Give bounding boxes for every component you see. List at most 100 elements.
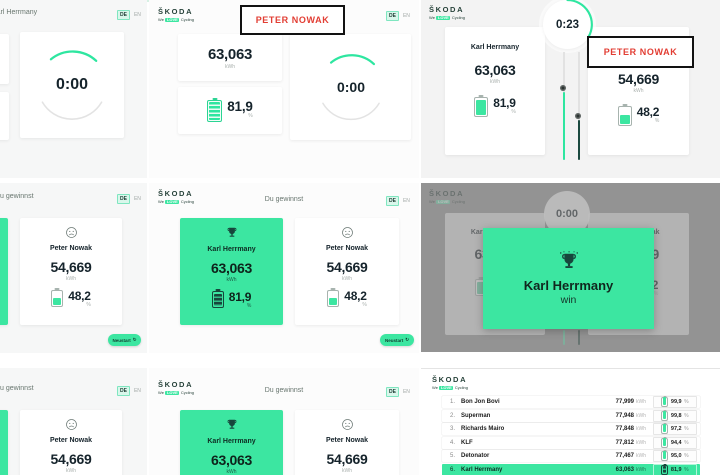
- battery-value: 81,9: [228, 290, 252, 304]
- tag-we: We: [432, 384, 438, 390]
- countdown-dial: 0:00: [33, 46, 111, 124]
- battery-badge: 97,2 %: [653, 423, 697, 435]
- energy-unit: kWh: [226, 469, 237, 475]
- player-name: Detonator: [461, 453, 490, 459]
- progress-trail-peter: [577, 330, 580, 345]
- we-love-cycling-tagline: We LOVE Cycling: [158, 198, 194, 204]
- language-toggle[interactable]: DE EN: [117, 10, 141, 20]
- energy-unit: kWh: [66, 276, 76, 282]
- lang-de[interactable]: DE: [117, 10, 130, 20]
- language-toggle[interactable]: DE EN: [386, 11, 410, 21]
- battery-badge: 99,8 %: [653, 409, 697, 422]
- energy-unit: kWh: [490, 79, 500, 85]
- battery-value: 99,9: [670, 399, 682, 405]
- timer-card: 0:00: [290, 34, 411, 140]
- energy-unit: kWh: [225, 63, 235, 70]
- battery-value: 48,2: [636, 105, 660, 119]
- tag-we: We: [429, 14, 435, 20]
- battery-value: 97,2: [670, 426, 682, 432]
- percent-sign: %: [511, 109, 516, 115]
- trophy-confetti-icon: [559, 251, 578, 268]
- player-name: Peter Nowak: [325, 437, 369, 444]
- battery-value: 81,9: [493, 96, 516, 110]
- leaderboard-row[interactable]: 5. Detonator 77,467 kWh 95,0 %: [442, 450, 700, 462]
- trophy-icon: [227, 419, 236, 429]
- lang-de[interactable]: DE: [386, 387, 399, 397]
- skoda-wordmark: ŠKODA: [158, 189, 194, 198]
- lang-de[interactable]: DE: [117, 194, 130, 204]
- tag-cycling: Cycling: [451, 14, 465, 20]
- percent-sign: %: [362, 302, 367, 308]
- language-toggle[interactable]: DE EN: [117, 386, 141, 396]
- battery-badge: 95,0 %: [653, 450, 697, 462]
- skoda-wordmark: ŠKODA: [429, 5, 465, 14]
- leaderboard-row[interactable]: 1. Bon Jon Bovi 77,999 kWh 99,9 %: [442, 396, 700, 408]
- tag-love: LOVE: [165, 16, 180, 22]
- sad-face-icon: [65, 227, 77, 238]
- lang-en[interactable]: EN: [133, 12, 141, 18]
- energy-value: 63,063: [210, 260, 253, 276]
- leaderboard-row[interactable]: 3. Richards Mairo 77,848 kWh 97,2 %: [442, 423, 700, 435]
- language-toggle[interactable]: DE EN: [386, 196, 410, 206]
- panel-result-cut-2: Du gewinnst DE EN Peter Nowak 54,669 kWh: [0, 368, 147, 475]
- language-toggle[interactable]: DE EN: [117, 194, 141, 204]
- tag-love: LOVE: [165, 389, 180, 395]
- percent-sign: %: [653, 291, 659, 297]
- energy-unit: kWh: [636, 412, 646, 419]
- energy-value: 63,063: [207, 45, 253, 63]
- language-toggle[interactable]: DE EN: [386, 387, 410, 397]
- restart-icon: ↻: [405, 337, 410, 342]
- race-arc-icon: [566, 0, 593, 38]
- battery-value: 95,0: [670, 453, 682, 459]
- energy-value: 63,063: [210, 452, 253, 468]
- progress-trail-karl: [562, 92, 565, 160]
- player-card-peter: Peter Nowak 54,669 kWh: [20, 410, 122, 475]
- battery-icon: [474, 97, 489, 117]
- battery-value: 94,4: [670, 439, 682, 446]
- lang-en[interactable]: EN: [402, 198, 410, 204]
- restart-button[interactable]: Neustart ↻: [108, 334, 141, 346]
- tag-we: We: [158, 198, 164, 204]
- skoda-wordmark: ŠKODA: [429, 189, 465, 198]
- race-track-right: [578, 52, 580, 160]
- lang-de[interactable]: DE: [117, 386, 130, 396]
- lang-en[interactable]: EN: [133, 196, 141, 202]
- tag-we: We: [158, 16, 164, 22]
- sad-face-icon: [65, 419, 77, 430]
- lang-en[interactable]: EN: [133, 388, 141, 394]
- energy-card: 63,063 kWh: [178, 34, 282, 81]
- lang-en[interactable]: EN: [402, 389, 410, 395]
- dial-arcs-icon: [322, 54, 380, 121]
- winner-card-partial: [0, 410, 8, 475]
- percent-sign: %: [684, 426, 689, 432]
- winner-result: win: [560, 294, 577, 306]
- rank: 6.: [449, 466, 455, 473]
- annotation-peter-nowak: PETER NOWAK: [587, 36, 694, 68]
- battery-icon: [327, 290, 340, 307]
- restart-button[interactable]: Neustart ↻: [380, 334, 414, 346]
- rank: 5.: [449, 453, 455, 459]
- lang-de[interactable]: DE: [386, 11, 399, 21]
- skoda-wordmark: ŠKODA: [158, 380, 194, 389]
- lang-en[interactable]: EN: [402, 13, 410, 19]
- dial-arcs-icon: [41, 50, 103, 120]
- leaderboard-row[interactable]: 4. KLF 77,812 kWh 94,4 %: [442, 436, 700, 449]
- leaderboard-row-highlighted[interactable]: 6. Karl Herrmany 63,063 kWh 81,9 %: [442, 463, 700, 475]
- page-title: Du gewinnst: [0, 193, 34, 200]
- energy-unit: kWh: [636, 466, 646, 473]
- winner-card-karl: Karl Herrmany 63,063 kWh: [180, 410, 283, 475]
- leaderboard-row[interactable]: 2. Superman 77,948 kWh 99,8 %: [442, 409, 700, 422]
- skoda-wordmark: ŠKODA: [432, 375, 468, 384]
- energy-value: 54,669: [50, 259, 92, 275]
- player-card-karl: Karl Herrmany 63,063 kWh 81,9 %: [445, 27, 545, 155]
- lang-de[interactable]: DE: [386, 196, 399, 206]
- timer-value: 0:00: [55, 76, 89, 93]
- card-partial: [0, 34, 9, 84]
- battery-card: 81,9 %: [178, 87, 282, 134]
- timer-value: 0:00: [555, 208, 579, 220]
- tag-love: LOVE: [165, 198, 180, 204]
- tag-we: We: [158, 389, 164, 395]
- page-title: Du gewinnst: [264, 196, 304, 203]
- percent-sign: %: [684, 399, 689, 405]
